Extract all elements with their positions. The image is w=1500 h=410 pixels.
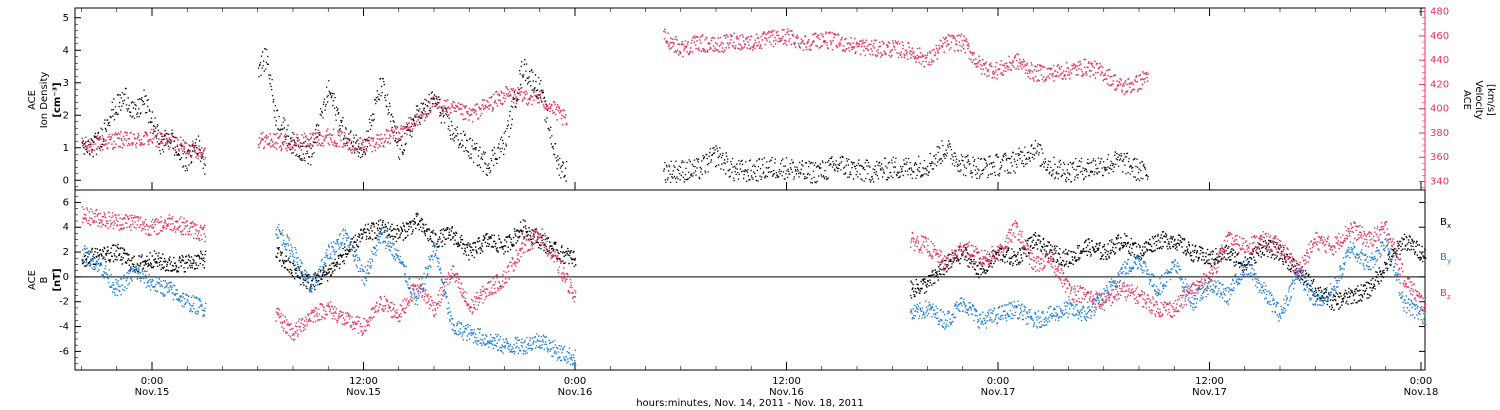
density-segment-0 [81,87,206,175]
x-tick-label-6: 0:00 [1410,376,1432,387]
b-field-marks [81,206,1427,366]
legend-by: B [1440,252,1447,263]
density-axis-label-line1: ACE [27,90,38,110]
legend-bx-sub: x [1447,222,1451,230]
velocity-tick-label-6: 460 [1430,31,1449,42]
density-tick-label-2: 2 [63,110,69,121]
density-velocity-panel: 0 1 2 3 4 5 340 360 380 400 420 440 460 480 ACE Ion … [27,7,1496,191]
x-tick-label-1: 12:00 [349,376,378,387]
velocity-segment-0 [81,128,207,161]
b-axis-label-line3: [nT] [52,268,63,291]
density-tick-label-1: 1 [63,143,69,154]
b-tick-label-4: 2 [63,247,69,258]
x-tick-sublabel-3: Nov.16 [769,387,804,398]
x-axis-label: hours:minutes, Nov. 14, 2011 - Nov. 18, … [636,398,864,409]
x-tick-label-2: 0:00 [564,376,586,387]
density-tick-label-4: 4 [63,45,69,56]
x-tick-sublabel-2: Nov.16 [558,387,593,398]
velocity-tick-label-4: 420 [1430,79,1449,90]
x-tick-sublabel-5: Nov.17 [1192,387,1227,398]
velocity-segment-2 [663,28,1149,95]
x-tick-label-0: 0:00 [141,376,163,387]
velocity-tick-label-3: 400 [1430,104,1449,115]
density-velocity-marks [81,28,1149,184]
legend-bx: B [1440,217,1447,228]
density-segment-2 [663,139,1149,184]
bx-segment-0 [81,243,207,273]
velocity-tick-label-2: 380 [1430,128,1449,139]
b-axis-label-line2: B [39,276,50,283]
velocity-axis-label-line3: [km/s] [1485,84,1496,116]
density-axis: 0 1 2 3 4 5 [63,13,81,188]
density-segment-1 [257,48,568,182]
legend-bz-sub: z [1447,293,1451,301]
x-tick-sublabel-1: Nov.15 [346,387,381,398]
bottom-panel-frame [74,189,1426,371]
x-tick-label-4: 0:00 [987,376,1009,387]
density-tick-label-3: 3 [63,78,69,89]
velocity-tick-label-7: 480 [1430,7,1449,18]
b-tick-label-1: -4 [59,322,69,333]
velocity-tick-label-0: 340 [1430,177,1449,188]
b-tick-label-3: 0 [63,272,69,283]
legend-bz: B [1440,288,1447,299]
top-panel-frame [74,7,1426,191]
velocity-axis-label-line2: Velocity [1473,80,1484,119]
velocity-axis-label-line1: ACE [1461,90,1472,110]
b-tick-label-6: 6 [63,197,69,208]
x-tick-sublabel-4: Nov.17 [981,387,1016,398]
by-segment-0 [81,245,207,317]
b-tick-label-5: 4 [63,222,69,233]
density-tick-label-0: 0 [63,175,69,186]
x-tick-sublabel-6: Nov.18 [1404,387,1439,398]
b-tick-label-0: -6 [59,346,69,357]
legend-by-sub: y [1447,257,1451,265]
b-field-axis: -6 -4 -2 0 2 4 6 [59,195,1425,365]
velocity-tick-label-1: 360 [1430,152,1449,163]
density-axis-label-line2: Ion Density [39,72,50,129]
velocity-axis: 340 360 380 400 420 440 460 480 [1419,7,1449,190]
density-axis-label-line3: [cm⁻³] [52,82,63,117]
density-tick-label-5: 5 [63,13,69,24]
time-axis: 0:00Nov.1512:00Nov.150:00Nov.1612:00Nov.… [81,8,1439,398]
x-tick-label-3: 12:00 [772,376,801,387]
bz-segment-2 [909,220,1427,318]
b-axis-label-line1: ACE [27,270,38,290]
velocity-tick-label-5: 440 [1430,55,1449,66]
bz-segment-0 [81,206,207,243]
bz-segment-1 [275,227,577,341]
b-tick-label-2: -2 [59,297,69,308]
x-tick-label-5: 12:00 [1195,376,1224,387]
x-tick-sublabel-0: Nov.15 [135,387,170,398]
bx-segment-1 [275,212,577,292]
